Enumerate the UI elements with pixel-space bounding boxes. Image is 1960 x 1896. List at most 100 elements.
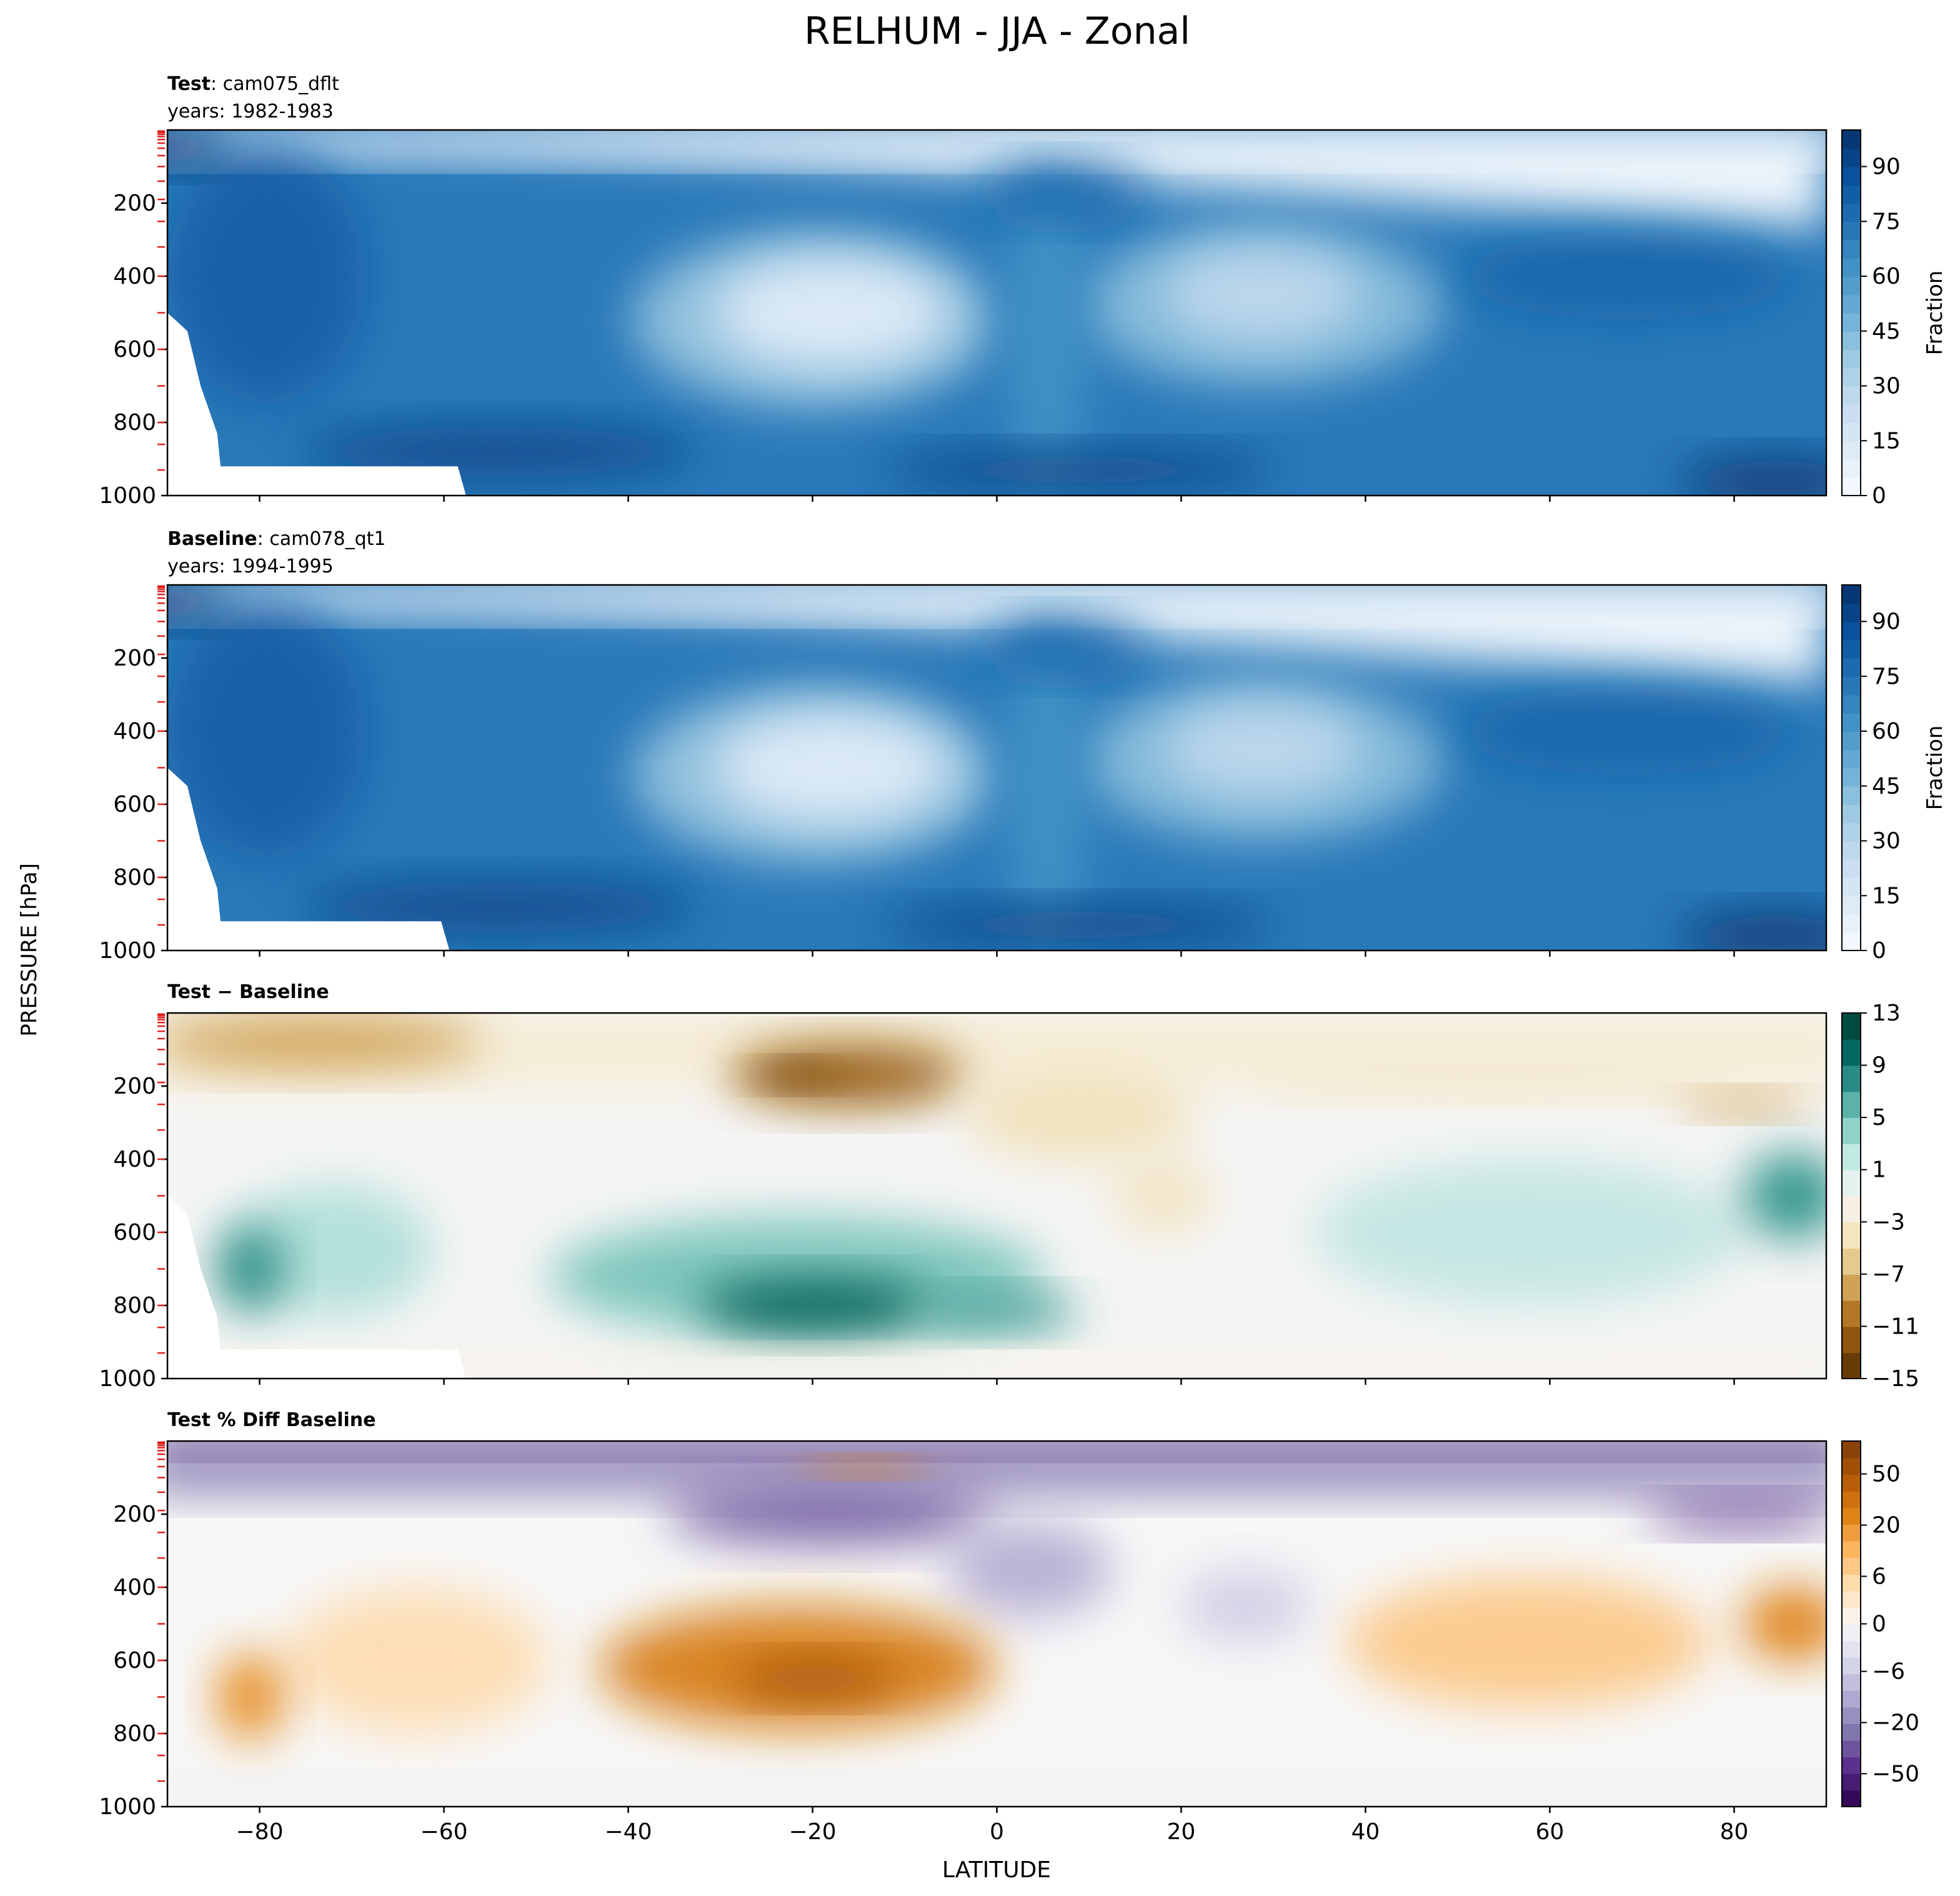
colorbar-swatch — [1842, 1724, 1861, 1741]
colorbar-swatch — [1842, 1274, 1861, 1301]
panel-test-title-bold: Test — [167, 73, 211, 95]
colorbar-tick-label: 90 — [1872, 154, 1901, 180]
colorbar-swatch — [1842, 1707, 1861, 1725]
colorbar-label: Fraction — [1923, 726, 1948, 811]
panel-test-title: Test: cam075_dflt — [167, 73, 339, 95]
panel-test-field — [167, 130, 1826, 496]
colorbar-tick-label: −7 — [1872, 1262, 1905, 1287]
colorbar-swatch — [1842, 694, 1861, 714]
colorbar-swatch — [1842, 786, 1861, 805]
colorbar-pctdiff: 50 20 6 0 −6 −20 −50 — [1841, 1440, 1919, 1807]
colorbar-swatch — [1842, 1143, 1861, 1170]
colorbar-test: 0 15 30 45 60 75 90 Fraction — [1841, 129, 1948, 509]
colorbar-swatch — [1842, 1474, 1861, 1492]
y-tick-label: 400 — [113, 1147, 156, 1172]
colorbar-swatch — [1842, 767, 1861, 787]
colorbar-tick-label: 30 — [1872, 374, 1901, 399]
colorbar-swatch — [1842, 459, 1861, 478]
panel-baseline-subtitle: years: 1994-1995 — [167, 556, 334, 577]
colorbar-swatch — [1842, 1248, 1861, 1275]
colorbar-swatch — [1842, 1640, 1861, 1658]
colorbar-swatch — [1842, 639, 1861, 659]
colorbar-tick-label: −50 — [1872, 1761, 1919, 1787]
y-tick-label: 1000 — [99, 938, 156, 964]
colorbar-swatch — [1842, 1222, 1861, 1249]
colorbar-swatch — [1842, 422, 1861, 442]
y-tick-label: 600 — [113, 792, 156, 817]
panel-baseline-title-bold: Baseline — [167, 528, 257, 550]
colorbar-swatch — [1842, 221, 1861, 241]
colorbar-swatch — [1842, 676, 1861, 696]
x-tick-label: 60 — [1536, 1819, 1565, 1845]
colorbar-swatch — [1842, 404, 1861, 423]
colorbar-tick-label: 9 — [1872, 1053, 1886, 1079]
y-tick-label: 200 — [113, 646, 156, 671]
colorbar-tick-label: 15 — [1872, 428, 1901, 454]
colorbar-tick-label: 60 — [1872, 719, 1901, 744]
colorbar-tick-label: 45 — [1872, 319, 1901, 344]
panel-diff-title: Test − Baseline — [167, 981, 329, 1003]
colorbar-swatch — [1842, 294, 1861, 314]
y-tick-label: 400 — [113, 264, 156, 289]
y-tick-label: 600 — [113, 337, 156, 362]
colorbar-swatch — [1842, 257, 1861, 277]
colorbar-tick-label: −15 — [1872, 1366, 1919, 1392]
colorbar-swatch — [1842, 585, 1861, 604]
colorbar-swatch — [1842, 1773, 1861, 1791]
colorbar-swatch — [1842, 1624, 1861, 1642]
colorbar-swatch — [1842, 914, 1861, 933]
colorbar-swatch — [1842, 1065, 1861, 1092]
colorbar-swatch — [1842, 932, 1861, 951]
colorbar-tick-label: 0 — [1872, 1612, 1886, 1637]
panel-pctdiff: Test % Diff Baseline2004006008001000−80−… — [99, 1409, 1919, 1845]
colorbar-swatch — [1842, 1540, 1861, 1559]
panel-diff: Test − Baseline 200 400 600 800 1000 13 9 5 1 −3 −7… — [99, 981, 1919, 1392]
colorbar-swatch — [1842, 841, 1861, 860]
colorbar-swatch — [1842, 822, 1861, 842]
colorbar-swatch — [1842, 1300, 1861, 1327]
y-tick-label: 400 — [113, 719, 156, 744]
colorbar-swatch — [1842, 1740, 1861, 1758]
colorbar-swatch — [1842, 1013, 1861, 1040]
colorbar-swatch — [1842, 312, 1861, 332]
y-tick-label: 800 — [113, 410, 156, 436]
colorbar-swatch — [1842, 712, 1861, 732]
colorbar-swatch — [1842, 1195, 1861, 1223]
y-tick-label: 1000 — [99, 1366, 156, 1392]
colorbar-swatch — [1842, 1352, 1861, 1379]
x-tick-label: 40 — [1351, 1819, 1380, 1845]
colorbar-swatch — [1842, 1790, 1861, 1807]
colorbar-frame — [1841, 129, 1861, 496]
panel-test-title-rest: : cam075_dflt — [211, 73, 339, 95]
colorbar-swatch — [1842, 203, 1861, 222]
colorbar-swatch — [1842, 1117, 1861, 1144]
colorbar-baseline: 0 15 30 45 60 75 90 Fraction — [1841, 584, 1948, 964]
colorbar-tick-label: 50 — [1872, 1462, 1901, 1487]
colorbar-tick-label: 5 — [1872, 1105, 1886, 1130]
y-tick-label: 1000 — [99, 1794, 156, 1820]
colorbar-swatch — [1842, 1169, 1861, 1197]
colorbar-tick-label: 75 — [1872, 209, 1901, 234]
x-axis-label: LATITUDE — [942, 1857, 1051, 1883]
colorbar-tick-label: −6 — [1872, 1659, 1905, 1685]
x-tick-label: 0 — [990, 1819, 1004, 1845]
panel-pctdiff-title: Test % Diff Baseline — [167, 1409, 376, 1431]
y-tick-label: 200 — [113, 1502, 156, 1527]
colorbar-label: Fraction — [1923, 271, 1948, 356]
colorbar-frame — [1841, 584, 1861, 951]
y-tick-label: 200 — [113, 191, 156, 216]
x-tick-label: −60 — [420, 1819, 468, 1845]
colorbar-swatch — [1842, 1607, 1861, 1625]
colorbar-tick-label: 75 — [1872, 664, 1901, 689]
colorbar-swatch — [1842, 1091, 1861, 1119]
colorbar-swatch — [1842, 621, 1861, 641]
panel-test: Test: cam075_dflt years: 1982-1983 200 400 6… — [99, 73, 1948, 509]
panel-baseline: Baseline: cam078_qt1 years: 1994-1995 200 4… — [99, 528, 1948, 964]
colorbar-swatch — [1842, 1757, 1861, 1774]
colorbar-swatch — [1842, 1590, 1861, 1608]
colorbar-swatch — [1842, 877, 1861, 897]
colorbar-tick-label: 20 — [1872, 1513, 1901, 1539]
colorbar-tick-label: 30 — [1872, 829, 1901, 854]
colorbar-tick-label: 13 — [1872, 1000, 1901, 1026]
figure-title: RELHUM - JJA - Zonal — [804, 9, 1190, 53]
